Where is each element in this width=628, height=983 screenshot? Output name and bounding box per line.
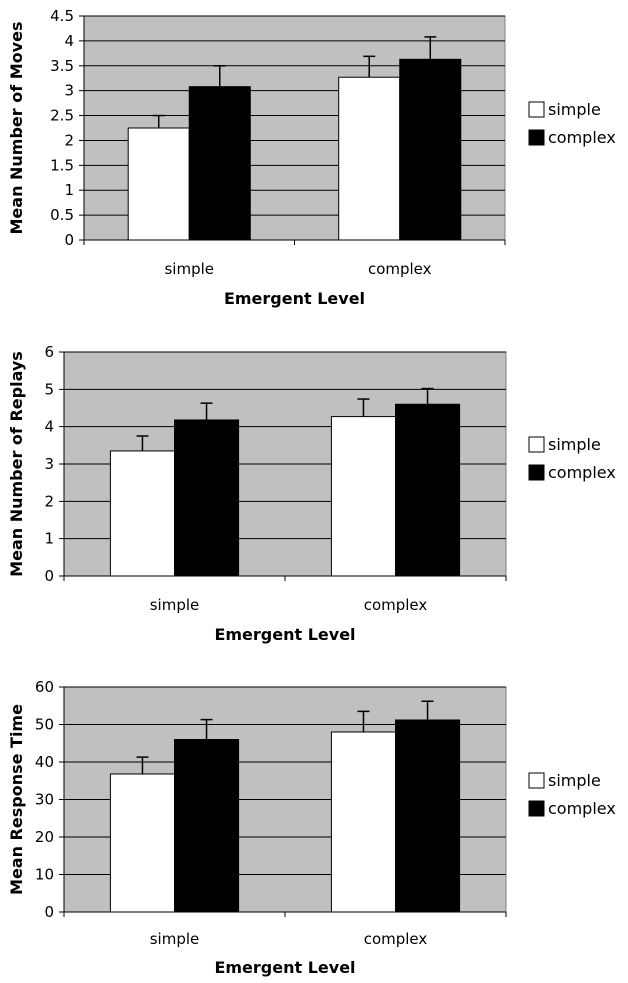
x-category-label: simple (150, 930, 200, 948)
y-tick-label: 0.5 (50, 206, 74, 224)
x-category-label: complex (368, 260, 432, 278)
y-axis-title: Mean Response Time (7, 704, 26, 895)
chart-mean-response-time: 0 10 20 30 40 50 60 simple complex Emergent Level… (0, 665, 628, 983)
x-category-label: simple (150, 596, 200, 614)
y-tick-label: 30 (35, 791, 54, 809)
y-tick-label: 2 (44, 492, 54, 510)
bar-complex-simple (174, 739, 240, 913)
bar-complex-complex (395, 403, 461, 577)
chart-mean-replays-svg: 0 1 2 3 4 5 6 simple complex Emergent Level Mean N… (7, 343, 616, 644)
legend-swatch-simple (528, 772, 545, 789)
y-tick-label: 1 (44, 530, 54, 548)
x-category-label: simple (164, 260, 214, 278)
y-tick-label: 4 (44, 418, 54, 436)
y-tick-label: 1.5 (50, 156, 74, 174)
bar-complex-complex (395, 719, 461, 913)
y-tick-label: 20 (35, 828, 54, 846)
bar-simple-complex (330, 416, 396, 577)
y-tick-label: 4.5 (50, 7, 74, 25)
y-tick-label: 40 (35, 753, 54, 771)
chart-mean-response-time-svg: 0 10 20 30 40 50 60 simple complex Emergent Level… (7, 678, 616, 977)
legend-label: simple (548, 435, 601, 454)
bar-complex-complex (399, 58, 462, 241)
bar-simple-complex (338, 76, 401, 241)
y-tick-label: 3.5 (50, 57, 74, 75)
y-axis-title: Mean Number of Replays (7, 351, 26, 577)
legend-label: simple (548, 771, 601, 790)
y-axis-title: Mean Number of Moves (7, 22, 26, 235)
y-tick-label: 0 (64, 231, 74, 249)
legend-label: complex (548, 463, 616, 482)
y-tick-label: 2 (64, 131, 74, 149)
y-tick-label: 0 (44, 567, 54, 585)
bar-complex-simple (174, 419, 240, 577)
legend-label: complex (548, 799, 616, 818)
x-category-label: complex (364, 596, 428, 614)
legend-swatch-complex (528, 129, 545, 146)
legend-label: complex (548, 128, 616, 147)
legend-swatch-simple (528, 436, 545, 453)
bar-simple-simple (127, 127, 190, 241)
y-tick-label: 6 (44, 343, 54, 361)
legend-swatch-complex (528, 800, 545, 817)
y-tick-label: 60 (35, 678, 54, 696)
y-tick-label: 5 (44, 380, 54, 398)
bar-simple-complex (330, 731, 396, 913)
x-category-label: complex (364, 930, 428, 948)
x-axis-title: Emergent Level (214, 958, 355, 977)
y-tick-label: 50 (35, 716, 54, 734)
legend-swatch-complex (528, 464, 545, 481)
chart-mean-replays: 0 1 2 3 4 5 6 simple complex Emergent Level Mean N… (0, 330, 628, 648)
bar-simple-simple (109, 773, 175, 913)
y-tick-label: 4 (64, 32, 74, 50)
y-tick-label: 3 (64, 82, 74, 100)
legend-label: simple (548, 100, 601, 119)
bar-simple-simple (109, 450, 175, 577)
y-tick-label: 2.5 (50, 107, 74, 125)
chart-mean-moves: 0 0.5 1 1.5 2 2.5 3 3.5 4 4.5 simple complex Emergen… (0, 0, 628, 318)
y-tick-label: 3 (44, 455, 54, 473)
bar-complex-simple (188, 86, 251, 241)
x-axis-title: Emergent Level (224, 289, 365, 308)
y-tick-label: 1 (64, 181, 74, 199)
x-axis-title: Emergent Level (214, 625, 355, 644)
y-tick-label: 10 (35, 866, 54, 884)
y-tick-label: 0 (44, 903, 54, 921)
legend-swatch-simple (528, 101, 545, 118)
